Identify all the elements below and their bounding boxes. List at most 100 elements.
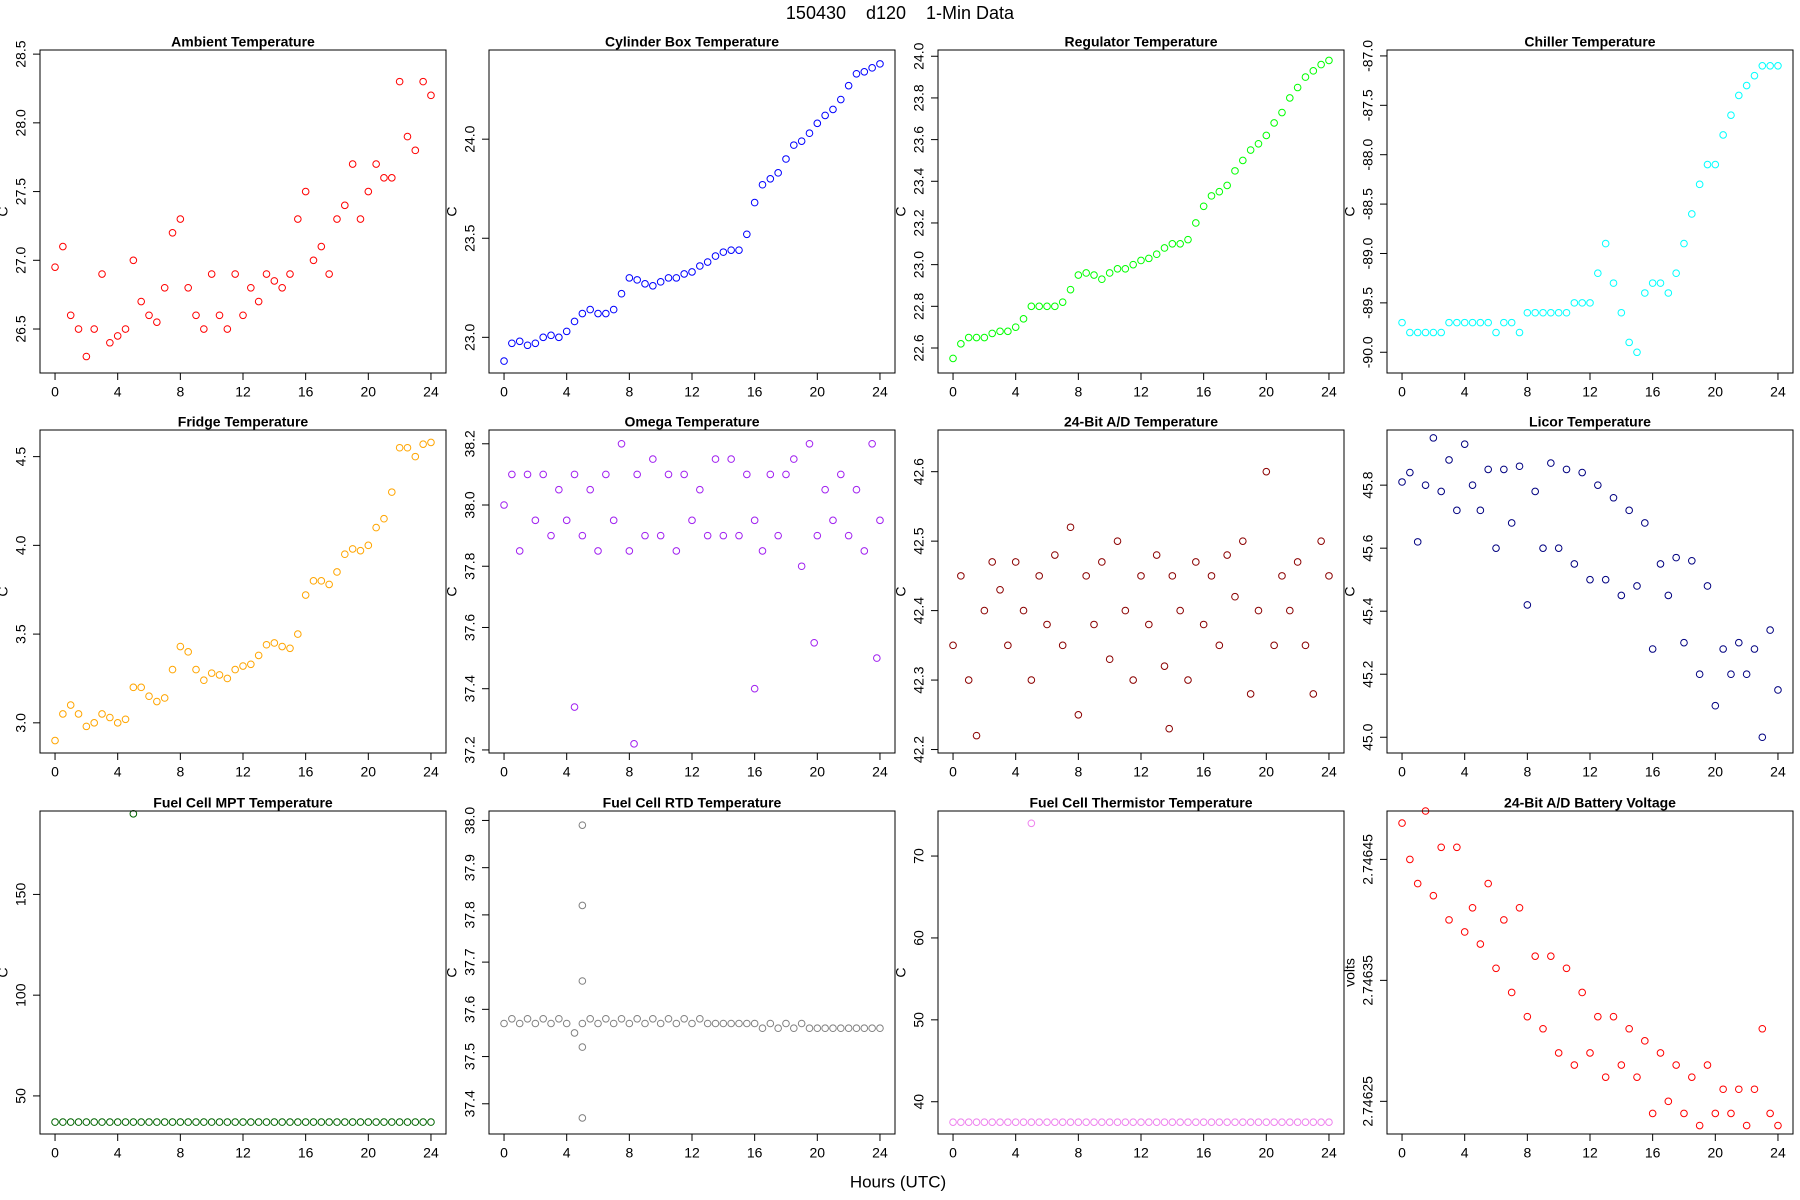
data-point	[1270, 641, 1278, 650]
y-axis-label: C	[893, 967, 909, 977]
data-point	[1562, 964, 1571, 973]
data-point	[860, 1024, 869, 1033]
x-tick-label: 4	[1012, 764, 1020, 780]
data-point	[137, 683, 145, 692]
data-point	[727, 455, 735, 463]
data-point	[810, 638, 818, 647]
data-point	[1735, 638, 1743, 647]
y-axis-label: C	[444, 967, 460, 977]
data-point	[711, 455, 720, 463]
data-point	[1586, 1049, 1594, 1057]
data-point	[1680, 1109, 1688, 1118]
data-point	[1460, 440, 1469, 448]
data-point	[1160, 1118, 1169, 1127]
data-point	[735, 1019, 743, 1028]
data-point	[829, 516, 837, 525]
data-point	[868, 1024, 876, 1033]
data-point	[1231, 592, 1239, 601]
data-point	[1547, 308, 1555, 317]
data-point	[617, 439, 626, 448]
data-point	[121, 715, 130, 724]
data-point	[1262, 1118, 1271, 1127]
data-point	[192, 1118, 200, 1126]
y-tick-label: 37.6	[462, 995, 478, 1022]
data-point	[1515, 462, 1524, 471]
data-point	[1547, 952, 1555, 960]
data-point	[1554, 544, 1563, 552]
data-point	[192, 665, 200, 674]
data-point	[1453, 843, 1461, 852]
data-point	[782, 155, 790, 163]
data-point	[66, 311, 75, 320]
data-point	[153, 318, 161, 326]
data-point	[1137, 572, 1145, 580]
plot-frame	[488, 429, 896, 754]
data-point	[1625, 1024, 1633, 1033]
data-point	[51, 1118, 59, 1126]
data-point	[1664, 1097, 1673, 1106]
data-point	[364, 541, 373, 550]
data-point	[1476, 318, 1485, 327]
data-point	[1090, 271, 1098, 279]
data-point	[1207, 572, 1216, 580]
x-tick-label: 20	[1708, 384, 1724, 400]
data-point	[294, 1118, 302, 1126]
data-point	[129, 1118, 138, 1126]
x-tick-label: 0	[949, 384, 957, 400]
data-point	[1043, 1118, 1051, 1127]
data-point	[1601, 1073, 1610, 1081]
data-point	[1641, 519, 1649, 527]
data-point	[1278, 572, 1286, 580]
data-point	[1398, 318, 1406, 327]
x-tick-label: 4	[114, 384, 122, 400]
data-point	[270, 277, 279, 285]
y-tick-label: 40	[911, 1094, 927, 1110]
data-point	[1664, 289, 1673, 297]
data-point	[317, 242, 326, 251]
y-axis-label: C	[893, 206, 909, 216]
data-point	[578, 977, 587, 985]
data-point	[1184, 676, 1192, 684]
data-point	[278, 642, 286, 651]
data-point	[1429, 434, 1438, 442]
x-tick-label: 12	[1133, 384, 1149, 400]
data-point	[664, 1014, 673, 1023]
data-point	[113, 719, 122, 727]
data-point	[325, 270, 333, 278]
data-point	[617, 289, 626, 298]
x-tick-label: 12	[235, 384, 251, 400]
data-point	[411, 1118, 420, 1126]
y-tick-label: 37.8	[462, 552, 478, 579]
data-point	[223, 674, 232, 683]
data-point	[74, 1118, 83, 1126]
data-point	[964, 676, 973, 684]
data-point	[696, 1014, 704, 1023]
data-point	[1633, 348, 1641, 357]
data-point	[356, 215, 365, 223]
x-tick-label: 0	[949, 764, 957, 780]
panel-title: 24-Bit A/D Battery Voltage	[1504, 795, 1676, 811]
data-point	[309, 577, 318, 585]
data-point	[633, 1014, 641, 1023]
y-tick-label: 42.4	[911, 597, 927, 624]
data-point	[341, 1118, 349, 1126]
panel-title: Cylinder Box Temperature	[605, 34, 779, 50]
data-point	[1515, 903, 1524, 912]
data-point	[1293, 1118, 1302, 1127]
x-tick-label: 16	[298, 764, 314, 780]
data-point	[1246, 146, 1255, 154]
plot-frame	[937, 810, 1345, 1135]
data-point	[184, 283, 192, 292]
data-point	[380, 174, 388, 182]
data-point	[1246, 690, 1255, 698]
data-point	[852, 69, 861, 78]
data-point	[829, 1024, 837, 1033]
data-point	[1648, 279, 1657, 287]
data-point	[656, 531, 665, 540]
data-point	[547, 531, 555, 540]
data-point	[231, 270, 239, 278]
data-point	[547, 331, 555, 340]
data-point	[602, 309, 610, 318]
x-tick-label: 8	[625, 1145, 633, 1161]
data-point	[1656, 560, 1665, 568]
